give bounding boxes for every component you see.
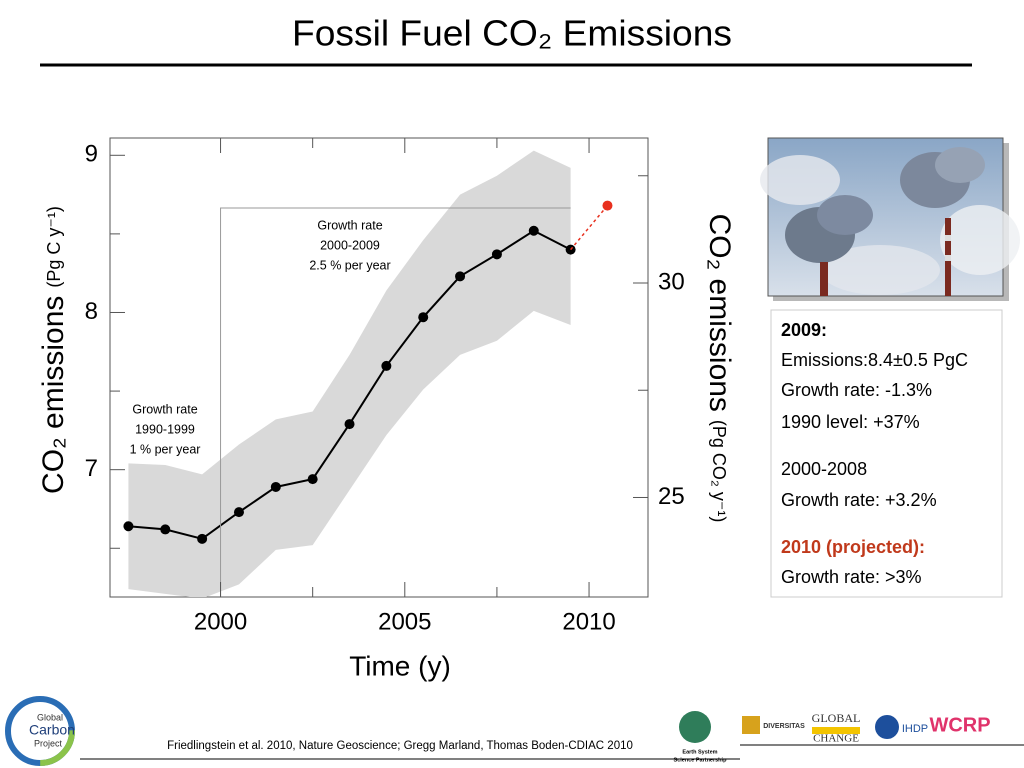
annotation: Growth rate: [132, 402, 197, 416]
slide-title: Fossil Fuel CO₂ Emissions: [292, 13, 732, 54]
plot-content: [123, 150, 613, 597]
info-line: 2000-2008: [781, 459, 867, 479]
data-point: [455, 271, 466, 282]
data-point: [528, 225, 539, 236]
x-tick-label: 2010: [562, 608, 615, 635]
annotation: 1 % per year: [130, 442, 201, 456]
annotation-frame: [220, 207, 571, 597]
info-projected: 2010 (projected):: [781, 537, 925, 557]
y2-axis-unit: (Pg CO₂ y⁻¹): [709, 420, 729, 523]
y2-axis-title: CO₂ emissions: [703, 214, 736, 412]
data-point: [491, 249, 502, 260]
data-point: [418, 312, 429, 323]
plot-area: Growth rate 1990-1999 1 % per year Growth r…: [37, 138, 736, 681]
logo-text: DIVERSITAS: [763, 723, 805, 730]
data-point: [307, 474, 318, 485]
data-point: [233, 507, 244, 518]
logo-text: Global: [37, 712, 63, 722]
x-tick-label: 2000: [194, 608, 247, 635]
y-axis-unit: (Pg C y⁻¹): [44, 206, 64, 288]
info-line: Growth rate: -1.3%: [781, 380, 932, 400]
logo-text: Earth System: [682, 749, 717, 755]
y-tick-label: 9: [85, 141, 98, 168]
info-line: Emissions:8.4±0.5 PgC: [781, 350, 968, 370]
annotation: 2.5 % per year: [309, 258, 390, 272]
info-heading: 2009:: [781, 320, 827, 340]
y2-axis-label: CO₂ emissions (Pg CO₂ y⁻¹): [703, 214, 736, 523]
logo-text: IHDP: [902, 723, 928, 735]
x-tick-label: 2005: [378, 608, 431, 635]
info-line: 1990 level: +37%: [781, 412, 920, 432]
data-point: [344, 419, 355, 430]
data-point: [123, 521, 134, 532]
annotation: Growth rate: [317, 218, 382, 232]
info-box: [770, 309, 1003, 598]
partner-logos: Earth System Science Partnership DIVERSI…: [674, 711, 991, 764]
y-tick-label: 8: [85, 298, 98, 325]
data-point: [197, 533, 208, 544]
y-tick-label: 7: [85, 455, 98, 482]
gcp-logo: Global Carbon Project: [5, 696, 75, 766]
y-axis-label: CO₂ emissions (Pg C y⁻¹): [37, 206, 70, 494]
data-point: [160, 524, 171, 535]
logo-text: Science Partnership: [674, 757, 728, 763]
x-axis-label: Time (y): [349, 650, 451, 681]
data-point: [270, 481, 281, 492]
logo-text: GLOBAL: [812, 711, 861, 725]
info-line: Growth rate: >3%: [781, 567, 922, 587]
annotation: 2000-2009: [320, 238, 380, 252]
citation: Friedlingstein et al. 2010, Nature Geosc…: [167, 740, 633, 752]
logo-text: Carbon: [29, 722, 75, 738]
photo: [760, 137, 1020, 301]
projection-point: [602, 200, 613, 211]
logo-text: WCRP: [929, 714, 990, 736]
y2-tick-label: 25: [658, 483, 685, 510]
logo-text: CHANGE: [813, 733, 859, 745]
y2-tick-label: 30: [658, 268, 685, 295]
annotation: 1990-1999: [135, 422, 195, 436]
info-text: 2009: Emissions:8.4±0.5 PgC Growth rate:…: [781, 320, 968, 587]
uncertainty-band: [128, 150, 571, 597]
y-axis-title: CO₂ emissions: [37, 296, 70, 494]
info-line: Growth rate: +3.2%: [781, 490, 937, 510]
data-point: [381, 360, 392, 371]
logo-text: Project: [34, 738, 63, 748]
